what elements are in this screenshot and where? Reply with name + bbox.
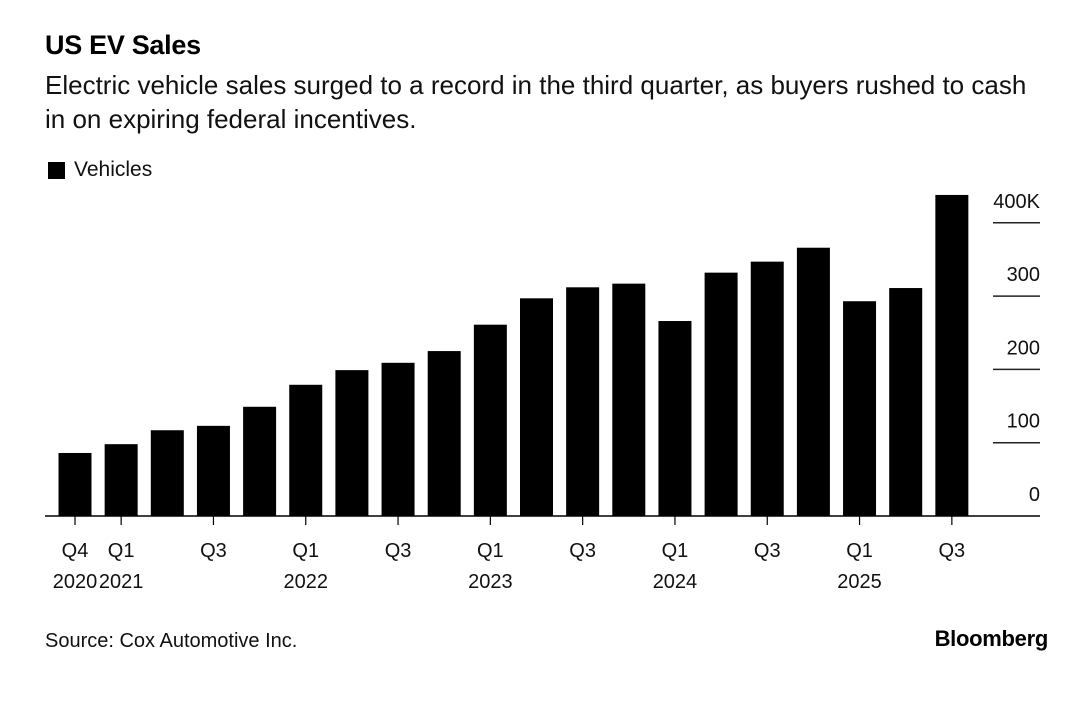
y-tick-label: 300: [1007, 264, 1040, 286]
bar-q2-2021: [150, 430, 184, 516]
x-tick-label-quarter: Q3: [200, 540, 227, 562]
bars-group: [58, 194, 969, 517]
x-tick-label-quarter: Q3: [385, 540, 412, 562]
legend: Vehicles: [48, 158, 152, 182]
legend-swatch-vehicles: [48, 161, 65, 179]
bar-q1-2022: [289, 384, 323, 516]
x-tick-label-year: 2022: [284, 571, 329, 593]
bar-q1-2021: [104, 444, 138, 516]
bar-q2-2024: [704, 272, 738, 516]
bar-q3-2021: [196, 425, 230, 516]
x-tick-label-quarter: Q3: [939, 540, 966, 562]
bar-q1-2023: [473, 324, 507, 516]
x-tick-label-quarter: Q3: [569, 540, 596, 562]
x-tick-label-quarter: Q4: [62, 540, 89, 562]
x-tick-label-quarter: Q1: [477, 540, 504, 562]
bar-q4-2023: [612, 283, 646, 516]
legend-label-vehicles: Vehicles: [74, 158, 153, 181]
x-tick-label-quarter: Q1: [662, 540, 689, 562]
x-tick-label-quarter: Q1: [292, 540, 319, 562]
x-tick-label-quarter: Q1: [108, 540, 135, 562]
x-axis: Q4 2020 Q1 2021 Q3 Q1 2022 Q3 Q1 2023 Q3 Q1 2024 Q3 Q1…: [45, 515, 1040, 593]
x-tick-label-year: 2025: [837, 571, 882, 593]
bar-q1-2024: [658, 321, 692, 516]
bar-q4-2024: [796, 247, 830, 517]
bar-q4-2020: [58, 452, 92, 516]
chart-title: US EV Sales: [45, 30, 201, 60]
source-note: Source: Cox Automotive Inc.: [45, 630, 298, 652]
bar-q3-2025: [935, 194, 969, 517]
x-tick-label-quarter: Q1: [846, 540, 873, 562]
x-tick-label-year: 2024: [653, 571, 698, 593]
bar-q2-2025: [889, 288, 923, 516]
bar-q2-2022: [335, 370, 369, 516]
x-tick-label-year: 2023: [468, 571, 513, 593]
y-tick-label: 0: [1029, 484, 1040, 506]
bar-q4-2021: [243, 406, 277, 516]
bloomberg-logo: Bloomberg: [934, 626, 1049, 651]
bar-q3-2022: [381, 362, 415, 516]
bar-q2-2023: [520, 298, 553, 516]
y-tick-label: 400K: [993, 191, 1040, 213]
x-tick-label-year: 2020: [53, 571, 98, 593]
y-axis: 0 100 200 300 400K: [993, 191, 1041, 506]
bar-q1-2025: [843, 301, 877, 516]
bar-q4-2022: [427, 351, 461, 516]
y-tick-label: 100: [1007, 411, 1040, 433]
x-tick-label-year: 2021: [99, 571, 144, 593]
x-tick-label-quarter: Q3: [754, 540, 781, 562]
bar-q3-2023: [566, 287, 600, 516]
bar-q3-2024: [750, 261, 784, 516]
chart-subtitle: Electric vehicle sales surged to a recor…: [45, 70, 1027, 134]
y-tick-label: 200: [1007, 337, 1040, 359]
